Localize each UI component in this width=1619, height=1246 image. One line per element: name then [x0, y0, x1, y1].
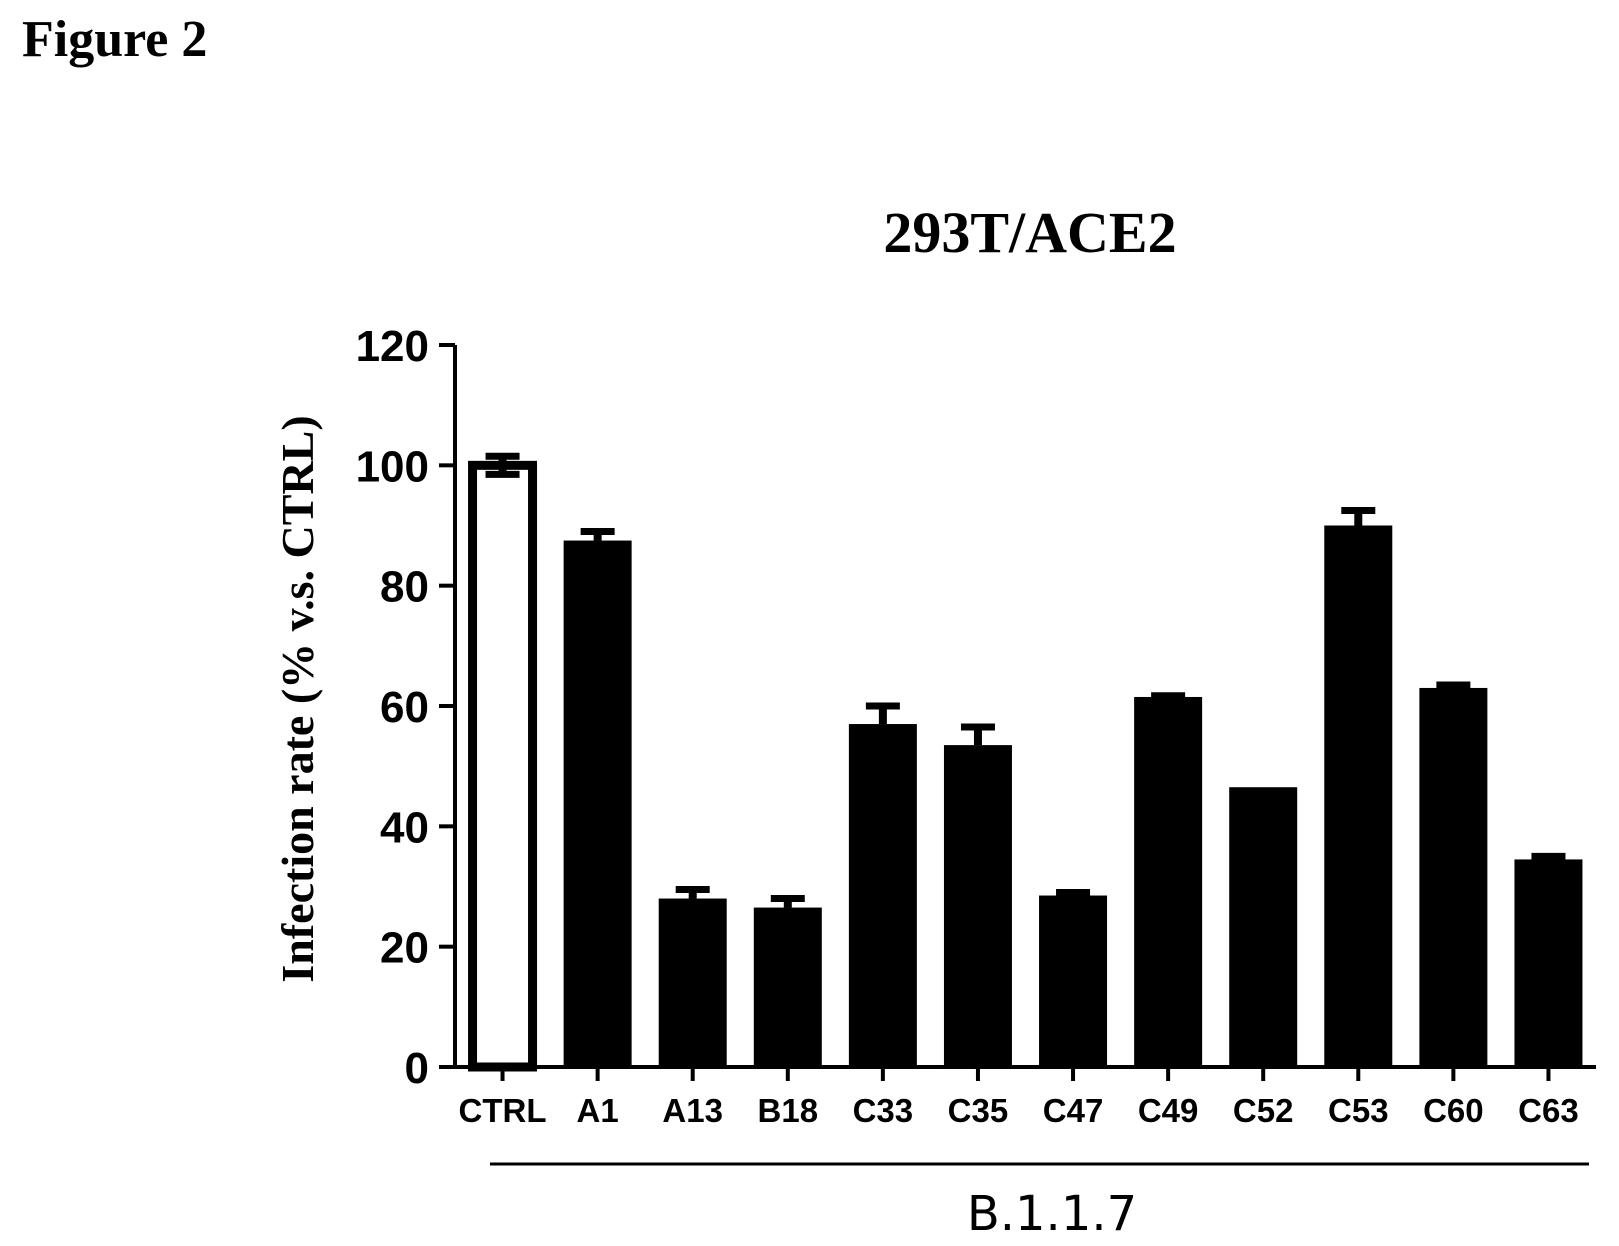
y-tick-label: 120: [356, 322, 429, 371]
x-tick-label: A1: [577, 1092, 619, 1129]
bars: [468, 452, 1583, 1072]
bar-a13: [658, 898, 727, 1067]
bar-c49: [1134, 696, 1203, 1067]
x-tick-label: C60: [1423, 1092, 1484, 1129]
y-tick-label: 20: [380, 924, 429, 973]
x-tick-label: C33: [853, 1092, 914, 1129]
y-tick-label: 100: [356, 442, 429, 491]
y-tick-label: 40: [380, 803, 429, 852]
y-tick-label: 60: [380, 683, 429, 732]
x-tick-label: C53: [1328, 1092, 1389, 1129]
x-tick-label: C35: [948, 1092, 1009, 1129]
y-axis-label: Infection rate (% v.s. CTRL): [272, 415, 323, 982]
x-tick-label: B18: [758, 1092, 819, 1129]
x-tick-label: C63: [1518, 1092, 1579, 1129]
bar-c52: [1229, 787, 1298, 1067]
x-tick-label: CTRL: [459, 1092, 547, 1129]
chart-title: 293T/ACE2: [883, 200, 1176, 265]
bar-c53: [1324, 525, 1393, 1067]
bar-c63: [1514, 859, 1583, 1067]
bar-c35: [943, 745, 1012, 1067]
y-tick-label: 80: [380, 563, 429, 612]
bar-ctrl: [468, 460, 538, 1072]
axes: 0 20 40 60 80 100 120: [356, 322, 1596, 1093]
bar-c33: [848, 724, 917, 1067]
x-tick-label: A13: [662, 1092, 723, 1129]
category-labels: CTRL A1 A13 B18 C33 C35 C47 C49 C52 C53 C60 C63: [459, 1092, 1579, 1129]
x-tick-label: C52: [1233, 1092, 1294, 1129]
bar-b18: [753, 907, 822, 1067]
x-tick-label: C47: [1043, 1092, 1104, 1129]
group-label: B.1.1.7: [967, 1186, 1137, 1242]
x-tick-label: C49: [1138, 1092, 1199, 1129]
bar-c60: [1419, 687, 1488, 1067]
y-tick-label: 0: [405, 1044, 429, 1093]
bar-c47: [1039, 895, 1108, 1067]
bar-a1: [563, 540, 632, 1067]
figure-label: Figure 2: [22, 11, 208, 68]
